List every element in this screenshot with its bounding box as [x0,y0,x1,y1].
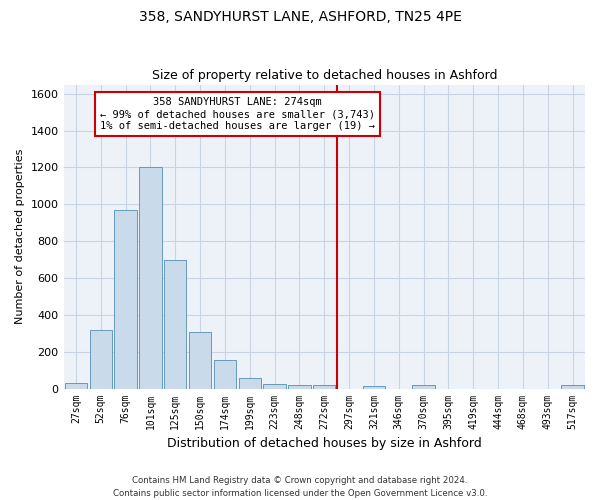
Text: 358, SANDYHURST LANE, ASHFORD, TN25 4PE: 358, SANDYHURST LANE, ASHFORD, TN25 4PE [139,10,461,24]
Bar [164,260,187,388]
Bar [263,384,286,388]
Bar [313,385,335,388]
Text: Contains HM Land Registry data © Crown copyright and database right 2024.
Contai: Contains HM Land Registry data © Crown c… [113,476,487,498]
Text: 358 SANDYHURST LANE: 274sqm
← 99% of detached houses are smaller (3,743)
1% of s: 358 SANDYHURST LANE: 274sqm ← 99% of det… [100,98,375,130]
Bar [412,385,435,388]
Bar [288,385,311,388]
Bar [214,360,236,388]
Bar [89,330,112,388]
Bar [562,385,584,388]
Bar [189,332,211,388]
Title: Size of property relative to detached houses in Ashford: Size of property relative to detached ho… [152,69,497,82]
Bar [139,168,161,388]
X-axis label: Distribution of detached houses by size in Ashford: Distribution of detached houses by size … [167,437,482,450]
Bar [239,378,261,388]
Bar [363,386,385,388]
Y-axis label: Number of detached properties: Number of detached properties [15,149,25,324]
Bar [115,210,137,388]
Bar [65,383,87,388]
